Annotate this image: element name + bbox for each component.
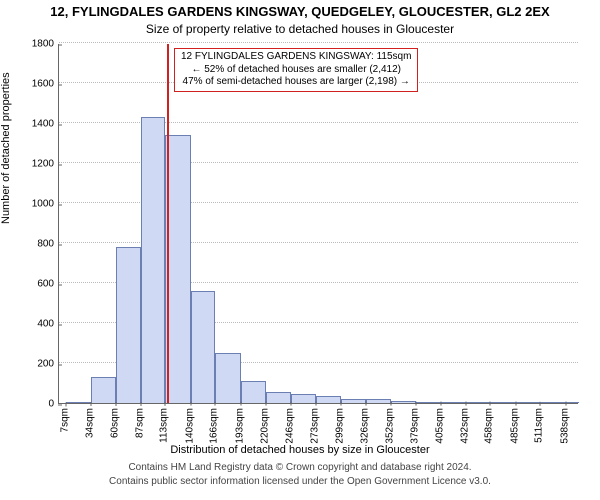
x-tick-label: 405sqm (434, 408, 445, 444)
x-tick-label: 220sqm (260, 408, 271, 444)
x-tick-label: 166sqm (209, 408, 220, 444)
histogram-bar (215, 353, 240, 403)
histogram-bar (191, 291, 215, 403)
x-tick-label: 352sqm (384, 408, 395, 444)
x-axis-ticks: 7sqm 34sqm 60sqm 87sqm 113sqm 140sqm 166sqm 193… (58, 404, 578, 446)
x-tick-label: 538sqm (559, 408, 570, 444)
y-tick-label: 1200 (14, 159, 54, 170)
y-axis-label: Number of detached properties (0, 72, 12, 224)
histogram-bar (566, 402, 579, 403)
annotation-line2: ← 52% of detached houses are smaller (2,… (181, 64, 411, 77)
gridline-h (59, 122, 578, 123)
x-tick-label: 299sqm (334, 408, 345, 444)
histogram-bar (341, 399, 366, 403)
x-tick-label: 7sqm (59, 408, 70, 432)
histogram-bar (416, 402, 440, 403)
y-tick-label: 1800 (14, 39, 54, 50)
x-tick-label: 34sqm (85, 408, 96, 438)
x-tick-label: 273sqm (310, 408, 321, 444)
x-tick-label: 87sqm (134, 408, 145, 438)
x-tick-label: 511sqm (534, 408, 545, 443)
footer-copyright-1: Contains HM Land Registry data © Crown c… (0, 462, 600, 473)
histogram-bar (116, 247, 141, 403)
x-tick-label: 113sqm (159, 408, 170, 443)
page-title-line1: 12, FYLINGDALES GARDENS KINGSWAY, QUEDGE… (0, 4, 600, 19)
annotation-line1: 12 FYLINGDALES GARDENS KINGSWAY: 115sqm (181, 51, 411, 64)
histogram-bar (316, 396, 340, 403)
histogram-bar (441, 402, 466, 403)
y-tick-label: 1400 (14, 119, 54, 130)
gridline-h (59, 42, 578, 43)
x-tick-label: 485sqm (509, 408, 520, 444)
x-tick-label: 140sqm (184, 408, 195, 444)
x-tick-label: 246sqm (284, 408, 295, 444)
x-tick-label: 379sqm (410, 408, 421, 444)
x-tick-label: 326sqm (360, 408, 371, 444)
gridline-h (59, 242, 578, 243)
histogram-bar (241, 381, 266, 403)
histogram-bar (490, 402, 515, 403)
x-tick-label: 60sqm (109, 408, 120, 438)
histogram-bar (540, 402, 565, 403)
histogram-plot-area: 12 FYLINGDALES GARDENS KINGSWAY: 115sqm … (58, 44, 578, 404)
y-tick-label: 0 (14, 399, 54, 410)
histogram-bar (391, 401, 416, 403)
x-tick-label: 193sqm (234, 408, 245, 444)
x-axis-label: Distribution of detached houses by size … (0, 444, 600, 456)
x-tick-label: 432sqm (459, 408, 470, 444)
property-annotation-box: 12 FYLINGDALES GARDENS KINGSWAY: 115sqm … (174, 48, 418, 92)
y-tick-label: 800 (14, 239, 54, 250)
histogram-bar (291, 394, 316, 403)
histogram-bar (91, 377, 115, 403)
histogram-bar (466, 402, 490, 403)
histogram-bar (141, 117, 165, 403)
histogram-bar (516, 402, 540, 403)
y-tick-label: 600 (14, 279, 54, 290)
annotation-line3: 47% of semi-detached houses are larger (… (181, 76, 411, 89)
histogram-bar (266, 392, 290, 403)
page-title-line2: Size of property relative to detached ho… (0, 22, 600, 36)
y-tick-label: 400 (14, 319, 54, 330)
footer-copyright-2: Contains public sector information licen… (0, 476, 600, 487)
histogram-bar (366, 399, 390, 403)
histogram-bar (66, 402, 91, 403)
property-marker-line (167, 44, 169, 403)
gridline-h (59, 202, 578, 203)
y-tick-label: 200 (14, 359, 54, 370)
gridline-h (59, 162, 578, 163)
y-tick-label: 1000 (14, 199, 54, 210)
y-tick-label: 1600 (14, 79, 54, 90)
x-tick-label: 458sqm (484, 408, 495, 444)
